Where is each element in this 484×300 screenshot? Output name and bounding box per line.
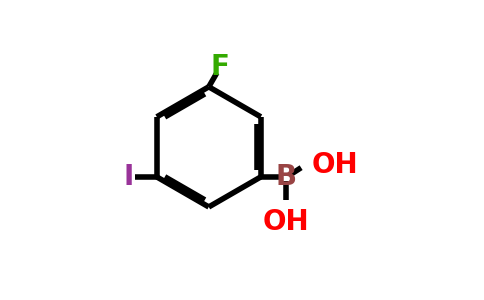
Text: OH: OH <box>312 152 359 179</box>
Text: I: I <box>124 163 134 191</box>
Text: F: F <box>211 53 230 81</box>
Text: B: B <box>276 163 297 191</box>
Text: OH: OH <box>263 208 309 236</box>
